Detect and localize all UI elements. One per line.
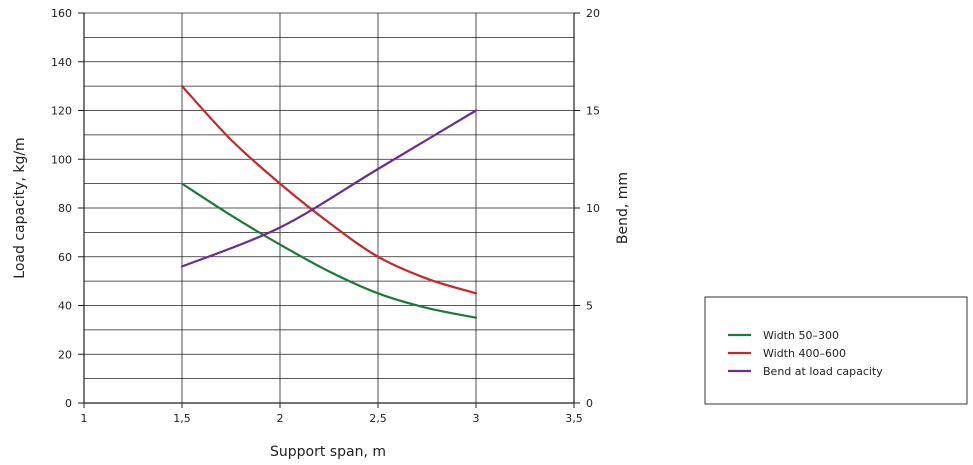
x-tick-label: 1,5 <box>173 412 191 425</box>
y-left-tick-label: 0 <box>65 397 72 410</box>
y-right-tick-label: 15 <box>586 105 600 118</box>
legend-box <box>704 296 968 405</box>
y-left-tick-label: 140 <box>51 56 72 69</box>
y-right-tick-label: 10 <box>586 202 600 215</box>
legend-label: Width 400–600 <box>763 347 846 360</box>
legend: Width 50–300 Width 400–600 Bend at load ca… <box>704 296 968 405</box>
y-left-tick-label: 80 <box>58 202 72 215</box>
y-left-tick-label: 100 <box>51 153 72 166</box>
y-right-tick-label: 20 <box>586 7 600 20</box>
series-line-bend <box>180 109 478 268</box>
y-axis-left-title: Load capacity, kg/m <box>12 137 28 278</box>
x-tick-label: 3,5 <box>565 412 583 425</box>
x-tick-label: 3 <box>473 412 480 425</box>
y-right-tick-label: 0 <box>586 397 593 410</box>
series-line-width-50-300 <box>180 182 478 319</box>
x-tick-label: 2 <box>277 412 284 425</box>
x-axis-title: Support span, m <box>270 444 386 460</box>
grid <box>83 12 575 404</box>
y-left-tick-label: 120 <box>51 105 72 118</box>
legend-label: Width 50–300 <box>763 329 839 342</box>
x-tick-label: 1 <box>81 412 88 425</box>
series-lines <box>180 85 478 319</box>
y-left-tick-label: 60 <box>58 251 72 264</box>
y-right-tick-label: 5 <box>586 300 593 313</box>
x-tick-label: 2,5 <box>369 412 387 425</box>
y-left-tick-label: 20 <box>58 348 72 361</box>
legend-label: Bend at load capacity <box>763 365 883 378</box>
tick-labels: 0 20 40 60 80 100 120 140 160 0 5 10 15 20 1 1,5 2 2,5 3 3,… <box>51 7 600 425</box>
y-left-tick-label: 160 <box>51 7 72 20</box>
y-left-tick-label: 40 <box>58 300 72 313</box>
y-axis-right-title: Bend, mm <box>615 172 631 244</box>
series-line-width-400-600 <box>180 85 478 295</box>
